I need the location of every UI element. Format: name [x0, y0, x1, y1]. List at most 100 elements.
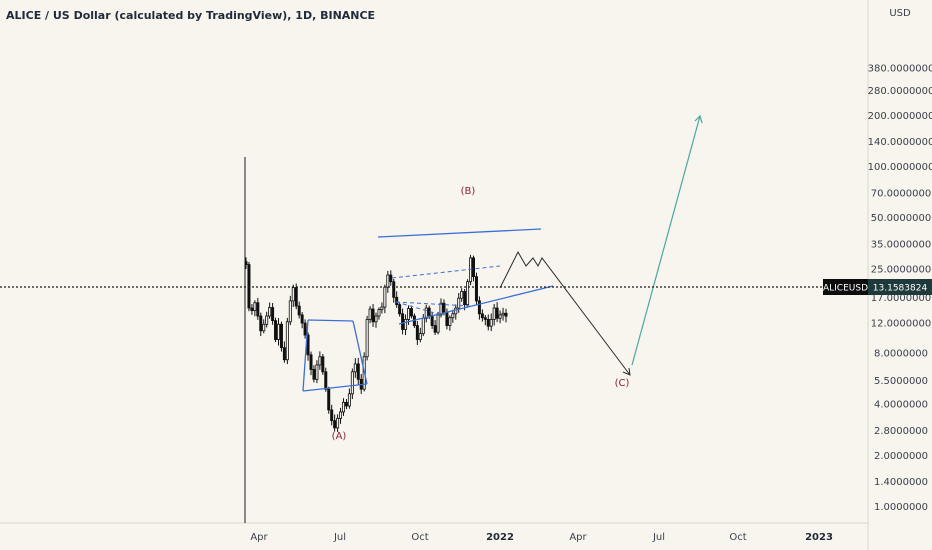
candle — [489, 313, 493, 332]
candle — [333, 414, 337, 432]
price-tick-label: 2.0000000 — [874, 451, 928, 462]
candle — [306, 332, 310, 361]
candle — [492, 303, 496, 326]
price-tick-label: 280.0000000 — [868, 86, 932, 97]
wave-labels: (A) (B) (C) — [332, 186, 630, 442]
candle — [430, 312, 434, 329]
candle — [274, 317, 278, 342]
range-top-line — [307, 319, 354, 322]
candle — [395, 291, 399, 308]
range-bottom-line — [302, 383, 368, 392]
price-tick-label: 17.0000000 — [871, 293, 931, 304]
candle — [418, 327, 422, 343]
price-tick-label: 200.0000000 — [868, 111, 932, 122]
candle — [347, 388, 351, 409]
time-tick-label: Oct — [729, 532, 746, 543]
channel-lower-line — [398, 285, 554, 325]
currency-label: USD — [889, 8, 911, 19]
candle — [386, 270, 390, 293]
chart-title: ALICE / US Dollar (calculated by Trading… — [6, 9, 376, 22]
candle — [279, 321, 283, 352]
candle — [271, 303, 275, 325]
candle — [398, 302, 402, 317]
candle — [321, 353, 325, 375]
candle — [504, 308, 508, 323]
range-right-line — [352, 320, 368, 385]
candle — [356, 357, 360, 385]
range-left-line — [302, 319, 309, 392]
candle — [498, 310, 502, 324]
time-tick-label: Apr — [250, 532, 268, 543]
candle — [312, 365, 316, 383]
candle — [380, 302, 384, 314]
candle — [300, 312, 304, 329]
price-tick-label: 2.8000000 — [874, 426, 928, 437]
wave-label-a: (A) — [332, 431, 347, 442]
target-arrowhead — [694, 114, 703, 124]
candle — [371, 303, 375, 327]
candle — [276, 318, 280, 346]
time-tick-label: 2022 — [486, 532, 514, 543]
candle — [339, 407, 343, 424]
candle — [336, 414, 340, 433]
price-tick-label: 100.0000000 — [868, 162, 932, 173]
candle — [477, 296, 481, 320]
time-tick-label: 2023 — [805, 532, 833, 543]
candle — [297, 301, 301, 319]
candle — [262, 319, 266, 334]
price-tick-label: 12.0000000 — [871, 319, 931, 330]
price-tick-label: 35.0000000 — [871, 240, 931, 251]
price-tick-label: 4.0000000 — [874, 400, 928, 411]
price-tick-label: 70.0000000 — [871, 188, 931, 199]
candle — [291, 284, 295, 307]
candle — [433, 320, 437, 335]
price-axis[interactable]: 380.0000000 280.0000000 200.0000000 140.000… — [868, 63, 932, 513]
candle — [463, 288, 467, 311]
candle — [460, 288, 464, 302]
price-tick-label: 5.5000000 — [874, 376, 928, 387]
wave-label-b: (B) — [461, 186, 476, 197]
drawing-layer — [302, 114, 703, 392]
candle — [285, 317, 289, 365]
candle — [265, 311, 269, 328]
candle — [451, 309, 455, 323]
candle — [469, 254, 473, 286]
candle — [495, 302, 499, 323]
wedge-upper-line — [391, 265, 501, 279]
time-tick-label: Apr — [569, 532, 587, 543]
candle — [483, 315, 487, 326]
candle — [327, 386, 331, 414]
candle — [309, 351, 313, 376]
candle — [454, 304, 458, 320]
candle — [401, 308, 405, 335]
candle — [330, 404, 334, 426]
candle — [244, 257, 248, 269]
candle — [250, 303, 254, 315]
candle — [344, 399, 348, 410]
candle — [268, 302, 272, 319]
time-tick-label: Oct — [411, 532, 428, 543]
candle — [424, 304, 428, 323]
time-axis[interactable]: Apr Jul Oct 2022 Apr Jul Oct 2023 — [250, 532, 833, 543]
candle — [368, 305, 372, 324]
projection-path — [499, 250, 631, 376]
candle — [448, 315, 452, 331]
wedge-diagonal-line — [395, 301, 443, 316]
price-tick-label: 1.4000000 — [874, 477, 928, 488]
candle — [253, 300, 257, 317]
candle — [436, 312, 440, 335]
candle — [392, 279, 396, 303]
candle — [256, 298, 260, 320]
candle — [415, 321, 419, 345]
target-arrow-line — [631, 115, 701, 366]
candle — [474, 272, 478, 305]
price-tag-value: 13.1583824 — [873, 284, 928, 294]
candle — [259, 312, 263, 337]
wave-label-c: (C) — [615, 378, 630, 389]
time-tick-label: Jul — [333, 532, 346, 543]
channel-upper-line — [377, 228, 542, 238]
candle — [486, 314, 490, 331]
candle — [374, 312, 378, 328]
candle — [466, 279, 470, 308]
